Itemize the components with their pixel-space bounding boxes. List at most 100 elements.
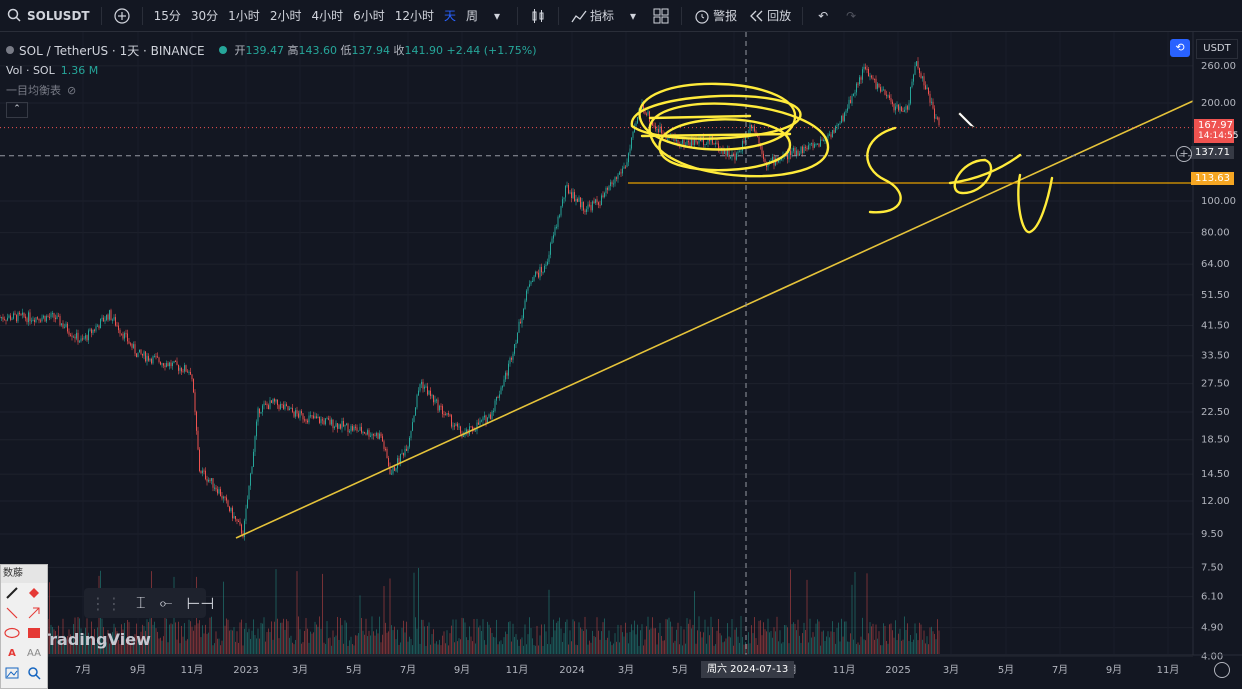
annotation-circle-2[interactable] (630, 94, 802, 140)
interval-3[interactable]: 2小时 (269, 9, 302, 23)
volume-bar (254, 634, 256, 654)
annotation-circle-4[interactable] (658, 118, 792, 172)
candle-body (245, 508, 247, 521)
indicators-button[interactable]: 指标 (590, 9, 615, 23)
candle-body (862, 69, 863, 80)
search-icon[interactable] (6, 8, 22, 24)
volume-bar (532, 638, 533, 654)
replay-icon[interactable] (748, 8, 764, 24)
candle-body (254, 436, 256, 452)
line-tool-icon[interactable] (1, 603, 23, 623)
vertical-line-tool-icon[interactable]: ⌶ (136, 593, 146, 612)
zoom-tool-icon[interactable] (23, 663, 45, 683)
settings-icon[interactable] (1214, 662, 1230, 678)
measure-tool-icon[interactable]: ⊢⊣ (186, 593, 215, 613)
candle-body (343, 421, 344, 427)
candle-body (613, 183, 614, 185)
rectangle-tool-icon[interactable] (23, 623, 45, 643)
layouts-icon[interactable] (653, 8, 669, 24)
volume-bar (226, 618, 227, 654)
fill-bucket-icon[interactable] (23, 583, 45, 603)
volume-bar (676, 629, 677, 654)
interval-0[interactable]: 15分 (153, 9, 181, 23)
candle-body (850, 99, 851, 104)
candle-body (73, 336, 74, 338)
image-tool-icon[interactable] (1, 663, 23, 683)
pen-icon[interactable] (1, 583, 23, 603)
candle-body (140, 349, 142, 354)
volume-bar (821, 631, 823, 654)
volume-bar (424, 626, 425, 654)
alert-icon[interactable] (694, 8, 710, 24)
collapse-legend-button[interactable]: ⌃ (6, 102, 28, 118)
volume-bar (184, 623, 185, 654)
candle-body (686, 140, 688, 145)
annotation-letter-a[interactable] (948, 153, 1022, 195)
candle-body (356, 427, 358, 431)
chevron-down-icon[interactable]: ▾ (494, 8, 501, 23)
volume-bar (826, 636, 827, 654)
candle-body (860, 77, 862, 80)
volume-bar (574, 621, 575, 654)
volume-bar (214, 643, 215, 654)
interval-2[interactable]: 1小时 (228, 9, 260, 23)
x-tick-label: 9月 (130, 664, 146, 676)
interval-7[interactable]: 天 (444, 9, 457, 23)
auto-scale-button[interactable]: ⟲ (1170, 39, 1190, 57)
volume-bar (169, 624, 170, 654)
volume-bar (895, 620, 896, 654)
candle-body (236, 519, 238, 521)
redo-icon[interactable]: ↷ (846, 8, 857, 23)
volume-bar (391, 625, 392, 654)
volume-bar (112, 632, 113, 654)
interval-4[interactable]: 4小时 (311, 9, 344, 23)
price-chart[interactable]: 4.00 4.90 6.10 7.50 9.50 12.00 14.50 18.50 22.50… (0, 32, 1242, 687)
horizontal-ray-tool-icon[interactable]: ⟜ (159, 593, 173, 612)
arrow-tool-icon[interactable] (23, 603, 45, 623)
interval-6[interactable]: 12小时 (394, 9, 435, 23)
y-tick-label: 33.50 (1201, 351, 1230, 362)
interval-8[interactable]: 周 (466, 9, 479, 23)
chevron-down-icon[interactable]: ▾ (630, 8, 637, 23)
volume-label[interactable]: Vol · SOL (6, 63, 55, 77)
annotation-letter-s[interactable] (866, 126, 902, 214)
volume-bar (550, 644, 551, 654)
annotation-stroke-1[interactable] (648, 114, 752, 120)
interval-5[interactable]: 6小时 (353, 9, 385, 23)
alert-button[interactable]: 警报 (713, 9, 738, 23)
annotation-letter-v[interactable] (1017, 173, 1054, 234)
font-size-tool[interactable]: AA (27, 647, 41, 659)
volume-bar (581, 629, 583, 654)
candle-body (206, 479, 208, 482)
candle-body (13, 313, 14, 319)
legend-title[interactable]: SOL / TetherUS · 1天 · BINANCE (19, 43, 205, 58)
candle-body (788, 150, 790, 160)
volume-bar (793, 622, 794, 654)
ichimoku-label[interactable]: 一目均衡表 (6, 84, 61, 97)
interval-1[interactable]: 30分 (190, 9, 219, 23)
volume-bar (158, 638, 160, 654)
add-symbol-icon[interactable] (114, 7, 130, 24)
add-alert-icon[interactable]: + (1176, 146, 1192, 162)
volume-bar (553, 619, 554, 654)
last-price-tag: 167.97 14:14:55 (1194, 119, 1238, 143)
symbol-search[interactable]: SOLUSDT (27, 8, 90, 23)
annotation-stroke-2[interactable] (640, 132, 792, 138)
volume-bar (640, 630, 641, 654)
candle-body (247, 499, 248, 509)
candle-body (770, 160, 772, 162)
volume-bar (460, 639, 461, 654)
replay-button[interactable]: 回放 (767, 9, 792, 23)
volume-bar (616, 641, 617, 654)
candle-body (394, 466, 395, 471)
undo-icon[interactable]: ↶ (818, 8, 829, 23)
drag-handle-icon[interactable]: ⋮⋮ (90, 593, 122, 613)
currency-selector[interactable]: USDT (1196, 39, 1238, 59)
eye-hidden-icon[interactable]: ⊘ (67, 83, 77, 97)
candles-icon[interactable] (530, 8, 546, 24)
indicators-icon[interactable] (571, 8, 587, 24)
text-tool[interactable]: A (8, 647, 16, 659)
ellipse-tool-icon[interactable] (1, 623, 23, 643)
trendline[interactable] (235, 100, 1194, 539)
candle-body (223, 496, 224, 499)
